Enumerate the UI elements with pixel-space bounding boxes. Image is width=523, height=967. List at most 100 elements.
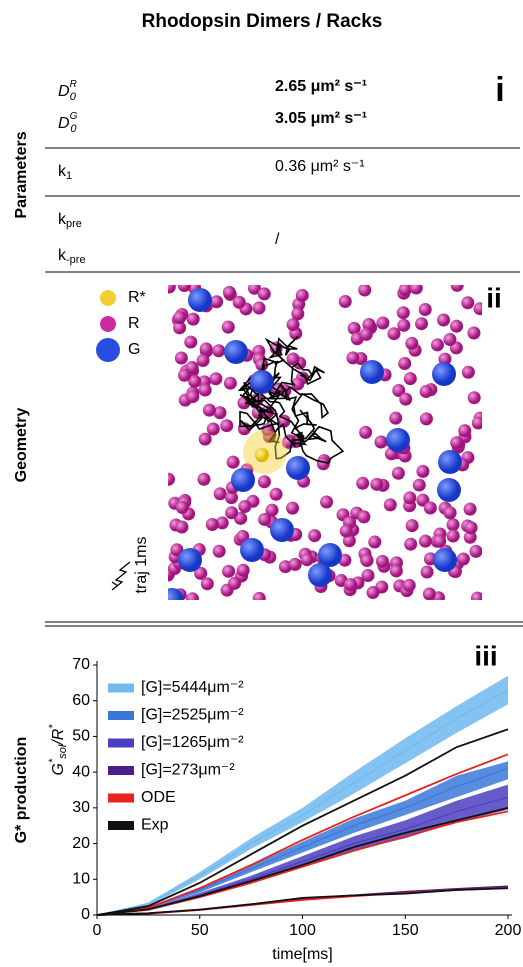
rhodopsin bbox=[470, 545, 483, 558]
y-tick-label: 60 bbox=[72, 692, 90, 709]
rhodopsin bbox=[296, 289, 309, 302]
trajectory-icon bbox=[112, 562, 130, 590]
rhodopsin bbox=[356, 477, 369, 490]
rhodopsin bbox=[398, 357, 411, 370]
rhodopsin bbox=[447, 518, 460, 531]
rhodopsin bbox=[467, 327, 480, 340]
rhodopsin bbox=[462, 366, 475, 379]
y-tick-label: 40 bbox=[72, 763, 90, 780]
rhodopsin bbox=[222, 321, 235, 334]
rhodopsin bbox=[361, 554, 374, 567]
g-protein bbox=[308, 563, 332, 587]
x-tick-label: 150 bbox=[392, 922, 419, 939]
legend-label: G bbox=[128, 341, 140, 358]
rhodopsin bbox=[416, 465, 429, 478]
g-protein bbox=[240, 538, 264, 562]
rhodopsin bbox=[186, 592, 199, 605]
rhodopsin bbox=[207, 422, 220, 435]
legend-label: ODE bbox=[141, 789, 176, 806]
rhodopsin bbox=[451, 279, 464, 292]
rhodopsin bbox=[404, 538, 417, 551]
rhodopsin bbox=[376, 555, 389, 568]
y-axis-label: G*sol/R* bbox=[47, 724, 69, 776]
g-protein bbox=[270, 518, 294, 542]
rhodopsin bbox=[420, 412, 433, 425]
rhodopsin bbox=[163, 280, 176, 293]
rhodopsin bbox=[223, 286, 236, 299]
rhodopsin bbox=[424, 501, 437, 514]
rhodopsin bbox=[389, 412, 402, 425]
rhodopsin bbox=[210, 295, 223, 308]
g-protein bbox=[360, 360, 384, 384]
rhodopsin bbox=[253, 592, 266, 605]
rhodopsin bbox=[404, 372, 417, 385]
rhodopsin bbox=[458, 424, 471, 437]
rhodopsin bbox=[376, 316, 389, 329]
panel-label: i bbox=[495, 71, 504, 109]
rhodopsin bbox=[238, 500, 251, 513]
rhodopsin bbox=[406, 519, 419, 532]
symbol-base: D bbox=[58, 115, 70, 132]
g-protein bbox=[432, 362, 456, 386]
rhodopsin bbox=[339, 295, 352, 308]
x-tick-label: 100 bbox=[289, 922, 316, 939]
g-protein bbox=[188, 288, 212, 312]
rhodopsin bbox=[175, 352, 188, 365]
rhodopsin bbox=[461, 296, 474, 309]
section-label: Parameters bbox=[13, 131, 30, 218]
rhodopsin bbox=[420, 385, 433, 398]
label-part: /R bbox=[50, 728, 67, 745]
label-part: G bbox=[50, 763, 67, 775]
parameter-value: 0.36 μm² s⁻¹ bbox=[275, 158, 365, 175]
y-tick-label: 50 bbox=[72, 728, 90, 745]
parameter-symbol: k1 bbox=[58, 163, 72, 182]
geometry-image bbox=[160, 279, 487, 612]
rhodopsin bbox=[253, 302, 266, 315]
legend-label: R* bbox=[128, 289, 146, 306]
rhodopsin bbox=[447, 529, 460, 542]
rhodopsin bbox=[397, 319, 410, 332]
rhodopsin bbox=[410, 282, 423, 295]
rhodopsin bbox=[301, 553, 314, 566]
x-tick-label: 50 bbox=[191, 922, 209, 939]
legend-label: [G]=2525μm⁻² bbox=[141, 707, 244, 724]
rhodopsin bbox=[186, 390, 199, 403]
rhodopsin bbox=[413, 479, 426, 492]
rhodopsin bbox=[199, 384, 212, 397]
g-protein bbox=[160, 588, 184, 612]
rhodopsin bbox=[465, 521, 478, 534]
rhodopsin bbox=[176, 501, 189, 514]
label-part: sol bbox=[57, 744, 69, 759]
rhodopsin bbox=[399, 283, 412, 296]
y-tick-label: 70 bbox=[72, 656, 90, 673]
rhodopsin bbox=[270, 488, 283, 501]
rhodopsin bbox=[200, 342, 213, 355]
rhodopsin bbox=[258, 475, 271, 488]
legend-label: [G]=5444μm⁻² bbox=[141, 679, 244, 696]
g-protein bbox=[224, 340, 248, 364]
rhodopsin bbox=[214, 487, 227, 500]
parameter-symbol: k-pre bbox=[58, 247, 86, 266]
rhodopsin bbox=[433, 535, 446, 548]
rhodopsin bbox=[457, 552, 470, 565]
rhodopsin bbox=[340, 524, 353, 537]
rhodopsin bbox=[431, 338, 444, 351]
rhodopsin bbox=[197, 354, 210, 367]
rhodopsin bbox=[415, 317, 428, 330]
rhodopsin bbox=[206, 518, 219, 531]
rhodopsin bbox=[360, 328, 373, 341]
symbol-base: D bbox=[58, 83, 70, 100]
geometry-legend: R*RG bbox=[96, 289, 146, 362]
rhodopsin bbox=[368, 536, 381, 549]
rhodopsin bbox=[228, 577, 241, 590]
rhodopsin bbox=[357, 510, 370, 523]
rhodopsin bbox=[173, 311, 186, 324]
rhodopsin bbox=[366, 586, 379, 599]
rhodopsin bbox=[213, 545, 226, 558]
symbol-sup: R bbox=[70, 79, 77, 90]
x-tick-label: 200 bbox=[495, 922, 522, 939]
parameter-symbol: kpre bbox=[58, 211, 82, 230]
rhodopsin bbox=[423, 588, 436, 601]
rhodopsin bbox=[450, 320, 463, 333]
